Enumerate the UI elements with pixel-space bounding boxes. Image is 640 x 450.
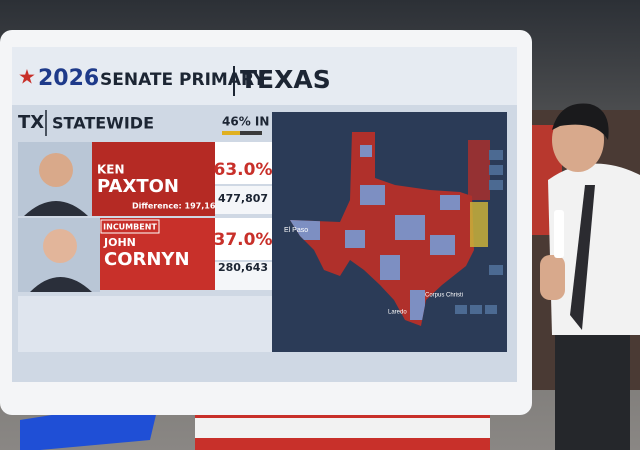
percent-box [215, 218, 272, 260]
votes-box [215, 262, 272, 290]
county-fill [395, 215, 425, 240]
header-band [12, 47, 517, 105]
map-label: El Paso [284, 227, 308, 234]
state: TEXAS [240, 65, 331, 94]
tool-button[interactable] [489, 180, 503, 190]
difference: Difference: 197,164 [132, 202, 221, 211]
tie [570, 185, 595, 330]
year: 2026 [38, 66, 99, 91]
candidate-suit [30, 277, 92, 292]
reporting-track [222, 131, 262, 135]
tool-button[interactable] [470, 305, 482, 314]
state-code: TX [18, 112, 44, 133]
first-name: JOHN [103, 236, 136, 249]
scope: STATEWIDE [52, 114, 154, 133]
incumbent: INCUMBENT [103, 223, 157, 232]
neighbor-state [468, 140, 490, 200]
presenter [540, 103, 640, 450]
votes: 280,643 [218, 261, 268, 274]
county-fill [440, 195, 460, 210]
first-name: KEN [97, 163, 125, 177]
tool-button[interactable] [489, 265, 503, 275]
reporting-fill [222, 131, 240, 135]
county-fill [345, 230, 365, 248]
tool-button[interactable] [485, 305, 497, 314]
county-fill [430, 235, 455, 255]
percent: 63.0% [214, 160, 273, 180]
candidate-face [39, 153, 73, 187]
star-icon: ★ [18, 66, 36, 88]
map-label: Corpus Christi [425, 293, 463, 299]
map-label: Laredo [388, 310, 407, 316]
trousers [555, 330, 630, 450]
tool-button[interactable] [489, 165, 503, 175]
last-name: PAXTON [97, 176, 179, 197]
neighbor-state [470, 202, 488, 247]
tablet-pen [554, 210, 564, 258]
tool-button[interactable] [489, 150, 503, 160]
votes-box [215, 186, 272, 214]
percent: 37.0% [214, 230, 273, 250]
reporting: 46% IN [222, 115, 269, 129]
candidate-suit [24, 201, 88, 216]
last-name: CORNYN [104, 249, 190, 270]
county-fill [360, 185, 385, 205]
candidate-face [43, 229, 77, 263]
votes: 477,807 [218, 192, 268, 205]
incumbent-tag [100, 219, 160, 234]
empty-panel [18, 296, 272, 352]
title: SENATE PRIMARY [100, 70, 266, 90]
stand-stripe [195, 438, 490, 450]
county-fill [380, 255, 400, 280]
hand [540, 255, 565, 300]
candidate-box [100, 218, 215, 290]
tool-button[interactable] [455, 305, 467, 314]
hair [552, 103, 609, 140]
candidate-box [92, 142, 215, 216]
shirt [548, 163, 640, 335]
map-toolbar [455, 150, 503, 314]
county-fill [360, 145, 372, 157]
county-fill [410, 290, 425, 320]
percent-box [215, 142, 272, 184]
